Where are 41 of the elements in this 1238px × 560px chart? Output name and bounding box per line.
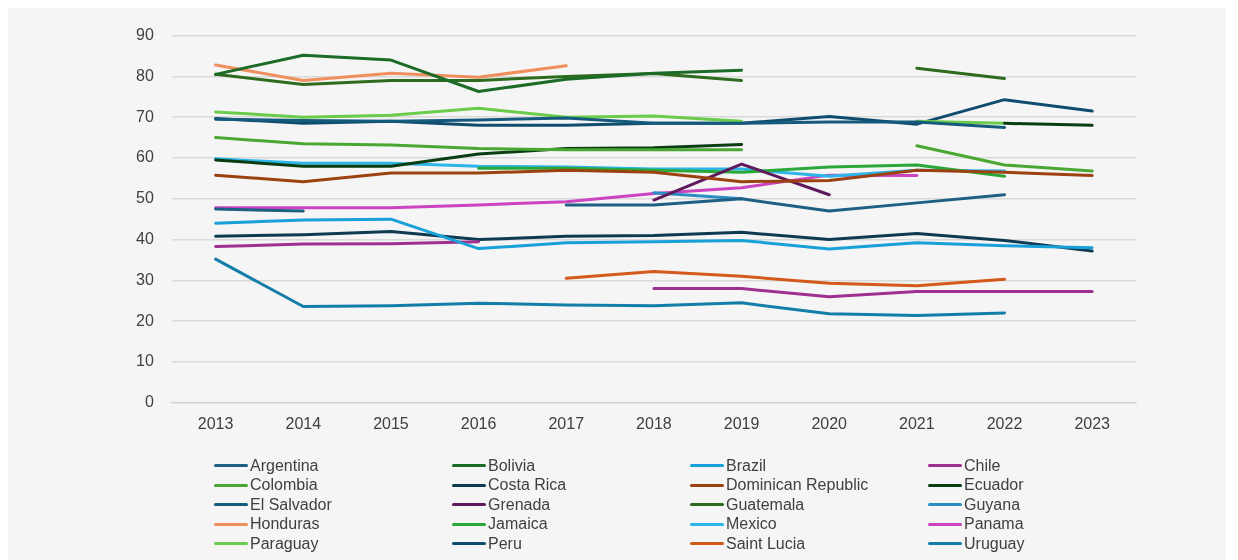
legend-label: Saint Lucia	[726, 534, 806, 553]
x-tick-label: 2016	[460, 414, 497, 432]
y-tick-label: 70	[136, 107, 154, 125]
x-tick-label: 2018	[636, 414, 672, 432]
y-tick-label: 30	[136, 270, 154, 288]
y-tick-label: 10	[136, 352, 154, 370]
y-tick-label: 60	[136, 148, 154, 166]
y-tick-label: 90	[136, 26, 154, 44]
legend-label: El Salvador	[250, 495, 332, 514]
x-tick-label: 2014	[285, 414, 322, 432]
legend-label: Colombia	[250, 476, 318, 495]
legend-label: Costa Rica	[488, 476, 567, 495]
x-tick-label: 2023	[1074, 414, 1111, 432]
y-tick-label: 50	[136, 189, 154, 207]
x-tick-label: 2022	[986, 414, 1023, 432]
y-tick-label: 0	[144, 393, 154, 411]
legend-label: Dominican Republic	[726, 476, 869, 495]
legend-label: Panama	[964, 515, 1024, 534]
y-tick-label: 80	[136, 66, 154, 84]
x-tick-label: 2017	[548, 414, 585, 432]
legend-label: Guyana	[964, 495, 1021, 514]
legend-label: Mexico	[726, 515, 777, 534]
x-tick-label: 2021	[899, 414, 935, 432]
y-tick-label: 20	[136, 311, 154, 329]
legend-label: Argentina	[250, 456, 319, 475]
legend-label: Honduras	[250, 515, 320, 534]
legend-label: Guatemala	[726, 495, 805, 514]
legend-label: Ecuador	[964, 476, 1024, 495]
y-tick-label: 40	[136, 230, 154, 248]
x-tick-label: 2015	[373, 414, 409, 432]
legend-label: Brazil	[726, 456, 767, 475]
legend-label: Chile	[964, 456, 1001, 475]
legend-label: Peru	[488, 534, 522, 553]
x-tick-label: 2013	[197, 414, 234, 432]
legend-label: Paraguay	[250, 534, 319, 553]
legend-label: Grenada	[488, 495, 551, 514]
legend-label: Jamaica	[488, 515, 548, 534]
legend-label: Bolivia	[488, 456, 536, 475]
x-tick-label: 2020	[811, 414, 848, 432]
x-tick-label: 2019	[723, 414, 760, 432]
legend-label: Uruguay	[964, 534, 1025, 553]
